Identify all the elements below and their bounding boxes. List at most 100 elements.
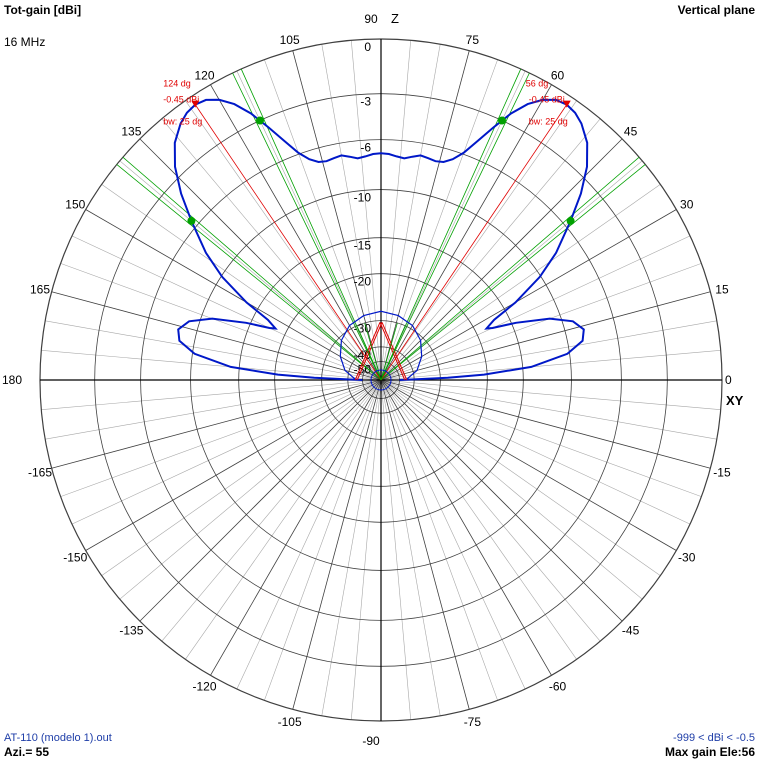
angle-tick-label: -150 xyxy=(63,551,87,565)
angle-tick-label: -30 xyxy=(678,551,696,565)
beam-width-dot xyxy=(566,216,575,225)
beam-width-dot xyxy=(255,116,264,125)
angle-tick-label: -135 xyxy=(119,624,143,638)
grid-spoke-major xyxy=(380,379,623,622)
grid-spoke-minor xyxy=(45,320,382,381)
grid-spoke-minor xyxy=(380,379,717,440)
grid-spoke-minor xyxy=(380,349,721,381)
radial-tick-label: -20 xyxy=(354,275,372,289)
grid-spoke-minor xyxy=(380,379,577,660)
grid-spoke-minor xyxy=(185,100,382,381)
grid-spoke-minor xyxy=(264,59,382,381)
beam-width-line xyxy=(380,72,530,381)
grid-spoke-minor xyxy=(321,44,382,381)
max-gain-marker xyxy=(562,100,571,108)
max-gain-marker xyxy=(191,100,200,108)
grid-spoke-minor xyxy=(380,379,721,411)
grid-spoke-minor xyxy=(101,184,382,381)
angle-tick-label: -105 xyxy=(278,715,302,729)
grid-spoke-major xyxy=(380,379,552,676)
angle-tick-label: -45 xyxy=(622,624,640,638)
angle-tick-label: -165 xyxy=(28,465,52,479)
grid-spoke-major xyxy=(210,84,382,381)
beam-width-line xyxy=(116,164,382,381)
grid-spoke-minor xyxy=(71,379,382,525)
angle-tick-label: 75 xyxy=(466,33,480,47)
grid-spoke-minor xyxy=(380,320,717,381)
beam-width-dot xyxy=(498,116,507,125)
grid-spoke-minor xyxy=(380,379,661,576)
grid-spoke-major xyxy=(380,379,470,710)
grid-spoke-minor xyxy=(380,379,412,720)
max-gain-line xyxy=(194,104,382,381)
beam-width-line xyxy=(380,156,640,381)
pattern-inner-curve xyxy=(339,310,423,381)
max-gain-value-label: -0.45 dBi xyxy=(163,95,199,105)
grid-spoke-minor xyxy=(380,263,702,381)
frequency-label: 16 MHz xyxy=(4,35,46,49)
grid-spoke-minor xyxy=(380,100,577,381)
grid-spoke-minor xyxy=(71,235,382,381)
grid-spoke-minor xyxy=(101,379,382,576)
grid-spoke-minor xyxy=(41,379,382,411)
beam-width-line xyxy=(232,72,382,381)
grid-spoke-major xyxy=(85,209,382,381)
ground-reflection-line xyxy=(354,322,381,381)
grid-spoke-major xyxy=(51,291,382,381)
angle-tick-label: 120 xyxy=(194,68,214,82)
grid-spoke-major xyxy=(380,291,711,381)
max-gain-value-label: -0.45 dBi xyxy=(529,95,565,105)
angle-tick-label: 15 xyxy=(715,283,729,297)
grid-spoke-major xyxy=(51,379,382,469)
grid-spoke-minor xyxy=(236,379,382,690)
grid-spoke-minor xyxy=(380,379,691,525)
grid-spoke-major xyxy=(139,379,382,622)
angle-tick-label: -90 xyxy=(362,734,380,748)
grid-spoke-minor xyxy=(380,59,498,381)
z-axis-label: Z xyxy=(391,11,399,26)
file-name: AT-110 (modelo 1).out xyxy=(4,732,112,744)
angle-tick-label: 180 xyxy=(2,373,22,387)
grid-spoke-minor xyxy=(380,184,661,381)
angle-tick-label: -75 xyxy=(464,715,482,729)
plane-label: Vertical plane xyxy=(677,3,755,17)
center-ring xyxy=(370,369,392,391)
grid-spoke-minor xyxy=(380,44,441,381)
azimuth-label: Azi.= 55 xyxy=(4,745,50,759)
angle-tick-label: 45 xyxy=(624,124,638,138)
grid-spoke-minor xyxy=(350,379,382,720)
grid-spoke-minor xyxy=(380,160,643,381)
angle-tick-label: 105 xyxy=(280,33,300,47)
angle-tick-label: 0 xyxy=(725,373,732,387)
angle-tick-label: 30 xyxy=(680,198,694,212)
radial-tick-label: 0 xyxy=(364,40,371,54)
xy-axis-label: XY xyxy=(726,393,744,408)
pattern-main-lobe xyxy=(173,98,589,381)
angle-tick-label: 165 xyxy=(30,283,50,297)
radial-tick-label: -6 xyxy=(360,141,371,155)
angle-tick-label: 90 xyxy=(364,12,378,26)
gain-range-label: -999 < dBi < -0.5 xyxy=(673,732,755,744)
grid-spoke-minor xyxy=(350,40,382,381)
grid-spoke-minor xyxy=(119,379,382,600)
grid-spoke-major xyxy=(139,138,382,381)
beam-width-line xyxy=(380,164,646,381)
grid-spoke-minor xyxy=(380,235,691,381)
grid-spoke-major xyxy=(292,379,382,710)
grid-spoke-minor xyxy=(41,349,382,381)
grid-spoke-minor xyxy=(380,379,498,701)
radial-tick-label: -15 xyxy=(354,239,372,253)
grid-spoke-minor xyxy=(380,379,643,600)
grid-spoke-minor xyxy=(264,379,382,701)
ground-reflection-line xyxy=(356,322,383,381)
grid-spoke-minor xyxy=(161,379,382,642)
angle-tick-label: -120 xyxy=(192,680,216,694)
angle-tick-label: 60 xyxy=(551,68,565,82)
max-gain-angle-label: 56 dg xyxy=(526,79,549,89)
beam-width-line xyxy=(122,156,382,381)
grid-spoke-minor xyxy=(60,379,382,497)
grid-spoke-major xyxy=(380,50,470,381)
grid-spoke-minor xyxy=(380,379,441,716)
grid-spoke-minor xyxy=(380,379,601,642)
radial-tick-label: -3 xyxy=(360,95,371,109)
